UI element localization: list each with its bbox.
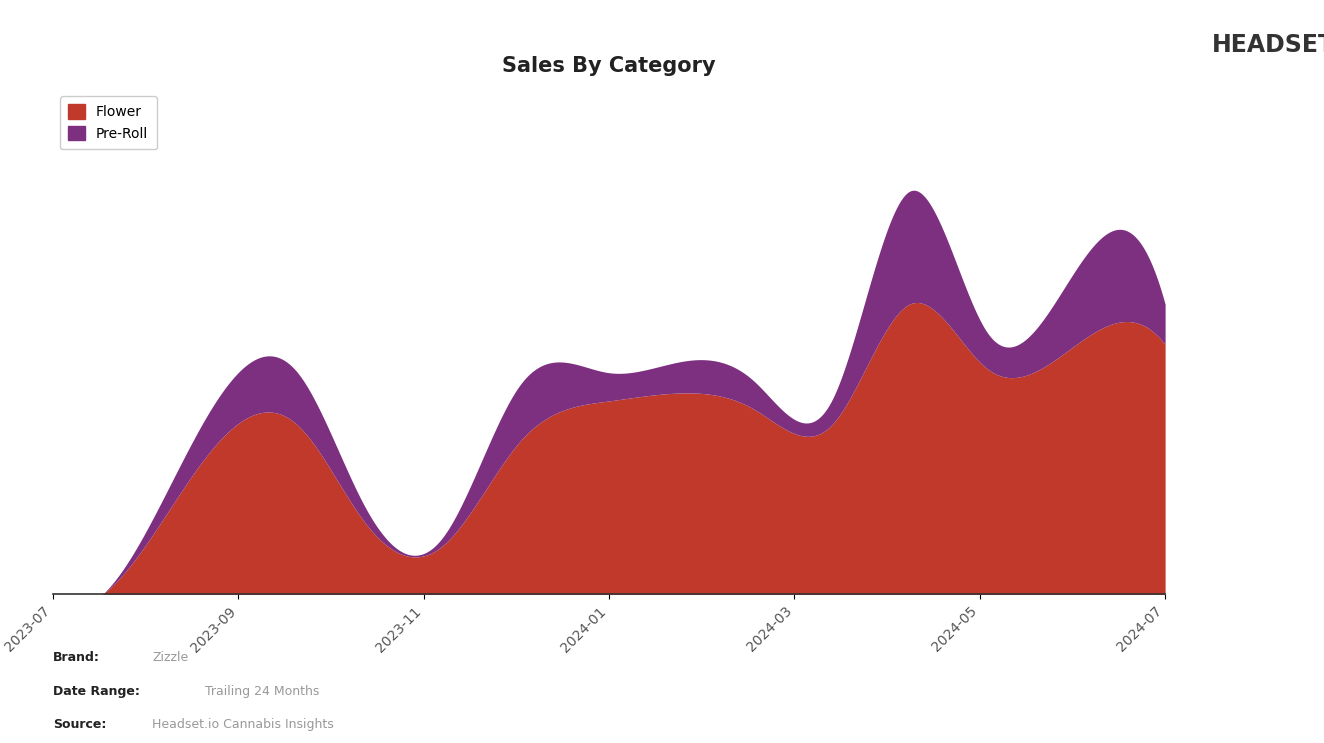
Title: Sales By Category: Sales By Category xyxy=(502,56,716,77)
Text: Date Range:: Date Range: xyxy=(53,685,140,698)
Text: Headset.io Cannabis Insights: Headset.io Cannabis Insights xyxy=(152,718,334,731)
Text: Brand:: Brand: xyxy=(53,652,99,664)
Text: Trailing 24 Months: Trailing 24 Months xyxy=(205,685,319,698)
Text: HEADSET: HEADSET xyxy=(1211,33,1324,57)
Text: Source:: Source: xyxy=(53,718,106,731)
Legend: Flower, Pre-Roll: Flower, Pre-Roll xyxy=(60,96,156,149)
Text: Zizzle: Zizzle xyxy=(152,652,188,664)
